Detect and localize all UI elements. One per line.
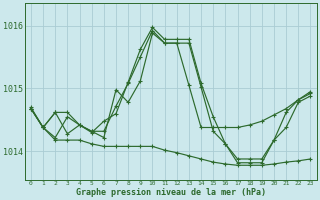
X-axis label: Graphe pression niveau de la mer (hPa): Graphe pression niveau de la mer (hPa): [76, 188, 266, 197]
